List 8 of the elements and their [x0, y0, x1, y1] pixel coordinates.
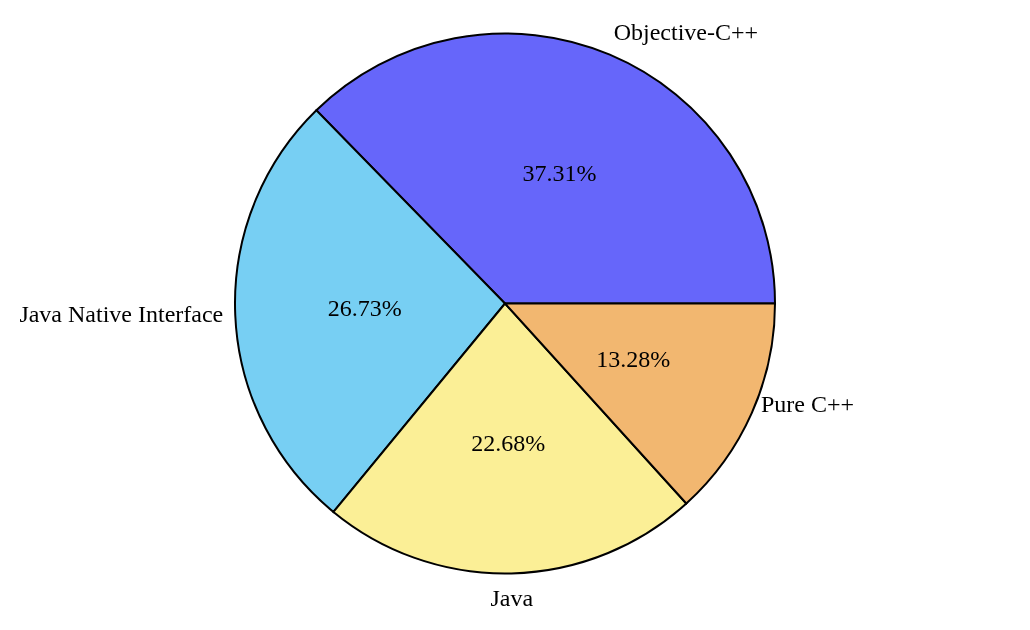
- slice-label: Objective-C++: [613, 19, 759, 46]
- data-label: 26.73%: [327, 295, 402, 322]
- data-label: 37.31%: [522, 160, 597, 187]
- slice-label: Pure C++: [760, 390, 855, 417]
- data-label: 13.28%: [596, 346, 671, 373]
- slice-label: Java: [490, 585, 534, 612]
- data-label: 22.68%: [471, 429, 546, 456]
- slice-label: Java Native Interface: [19, 301, 224, 328]
